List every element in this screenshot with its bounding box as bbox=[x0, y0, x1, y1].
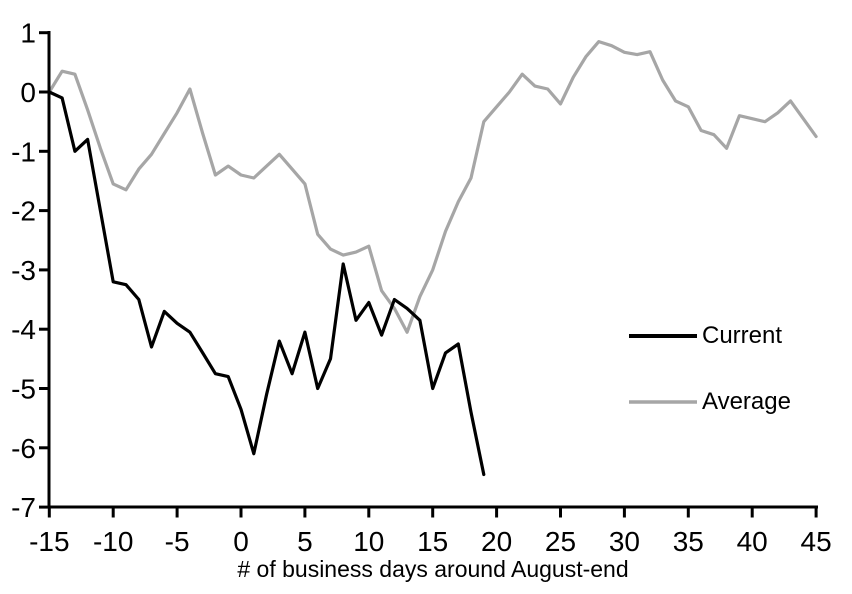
x-tick-label: 30 bbox=[609, 526, 640, 557]
y-tick-label: -3 bbox=[11, 255, 36, 286]
x-tick-label: 5 bbox=[297, 526, 313, 557]
y-tick-label: -4 bbox=[11, 314, 36, 345]
x-tick-label: 20 bbox=[481, 526, 512, 557]
x-tick-label: 45 bbox=[801, 526, 832, 557]
x-tick-label: 35 bbox=[673, 526, 704, 557]
x-tick-label: -10 bbox=[93, 526, 133, 557]
y-tick-label: -1 bbox=[11, 136, 36, 167]
x-tick-label: 25 bbox=[545, 526, 576, 557]
y-tick-label: -5 bbox=[11, 374, 36, 405]
y-tick-label: -7 bbox=[11, 492, 36, 523]
x-tick-label: 10 bbox=[353, 526, 384, 557]
x-tick-label: -15 bbox=[29, 526, 69, 557]
x-tick-label: 15 bbox=[417, 526, 448, 557]
x-tick-label: -5 bbox=[165, 526, 190, 557]
legend-label-current: Current bbox=[702, 322, 783, 349]
x-axis-title: # of business days around August-end bbox=[237, 556, 629, 582]
x-tick-label: 0 bbox=[233, 526, 249, 557]
y-tick-label: -2 bbox=[11, 196, 36, 227]
x-tick-label: 40 bbox=[737, 526, 768, 557]
y-tick-label: 1 bbox=[20, 18, 36, 49]
series-average-line bbox=[47, 39, 818, 334]
legend-label-average: Average bbox=[702, 388, 791, 415]
series-current-line bbox=[47, 90, 486, 477]
y-tick-label: -6 bbox=[11, 433, 36, 464]
y-tick-label: 0 bbox=[20, 77, 36, 108]
